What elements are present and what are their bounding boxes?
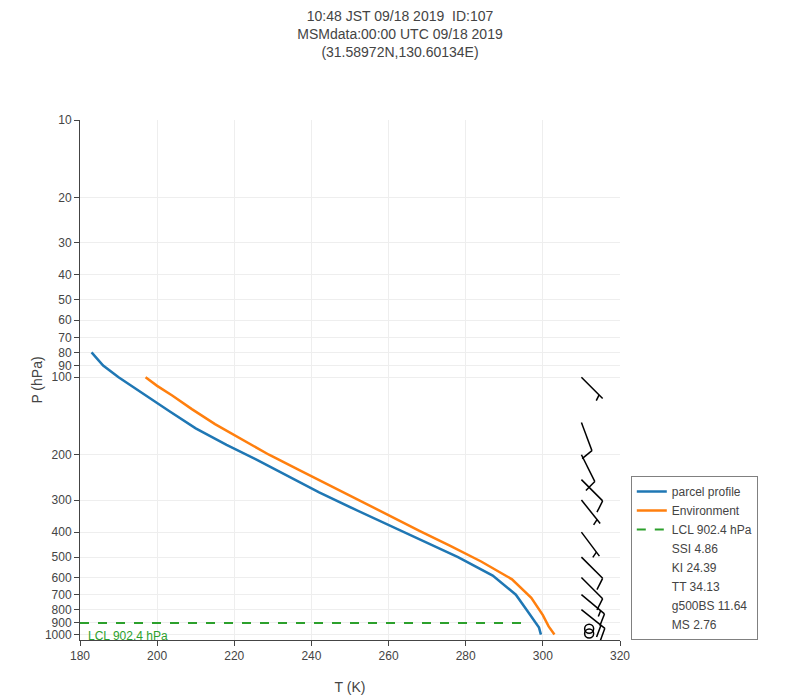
svg-text:700: 700 bbox=[52, 588, 72, 602]
svg-text:TT 34.13: TT 34.13 bbox=[672, 580, 720, 594]
svg-text:260: 260 bbox=[379, 649, 399, 663]
svg-text:800: 800 bbox=[52, 603, 72, 617]
svg-text:80: 80 bbox=[58, 346, 72, 360]
svg-text:500: 500 bbox=[52, 550, 72, 564]
svg-text:90: 90 bbox=[58, 359, 72, 373]
svg-text:300: 300 bbox=[533, 649, 553, 663]
svg-text:600: 600 bbox=[52, 571, 72, 585]
svg-text:900: 900 bbox=[52, 616, 72, 630]
svg-text:50: 50 bbox=[58, 293, 72, 307]
svg-text:LCL 902.4 hPa: LCL 902.4 hPa bbox=[88, 629, 168, 643]
svg-text:P (hPa): P (hPa) bbox=[29, 356, 45, 403]
svg-text:Environment: Environment bbox=[672, 504, 740, 518]
svg-text:200: 200 bbox=[147, 649, 167, 663]
svg-text:MS 2.76: MS 2.76 bbox=[672, 618, 717, 632]
svg-text:30: 30 bbox=[58, 236, 72, 250]
svg-text:280: 280 bbox=[456, 649, 476, 663]
svg-text:60: 60 bbox=[58, 313, 72, 327]
svg-text:70: 70 bbox=[58, 331, 72, 345]
svg-text:10:48 JST 09/18 2019 ID:107MS: 10:48 JST 09/18 2019 ID:107MSMdata:00:00… bbox=[297, 8, 503, 60]
svg-text:parcel profile: parcel profile bbox=[672, 485, 741, 499]
svg-text:20: 20 bbox=[58, 191, 72, 205]
svg-text:40: 40 bbox=[58, 268, 72, 282]
svg-text:KI 24.39: KI 24.39 bbox=[672, 561, 717, 575]
svg-text:T (K): T (K) bbox=[335, 679, 366, 695]
svg-text:300: 300 bbox=[52, 493, 72, 507]
svg-text:220: 220 bbox=[224, 649, 244, 663]
svg-text:100: 100 bbox=[52, 370, 72, 384]
svg-text:320: 320 bbox=[610, 649, 630, 663]
svg-text:240: 240 bbox=[301, 649, 321, 663]
svg-text:10: 10 bbox=[58, 113, 72, 127]
svg-text:400: 400 bbox=[52, 525, 72, 539]
svg-text:LCL 902.4 hPa: LCL 902.4 hPa bbox=[672, 523, 752, 537]
svg-text:180: 180 bbox=[70, 649, 90, 663]
svg-text:SSI 4.86: SSI 4.86 bbox=[672, 542, 718, 556]
svg-text:g500BS 11.64: g500BS 11.64 bbox=[672, 599, 748, 613]
svg-text:200: 200 bbox=[52, 448, 72, 462]
svg-text:1000: 1000 bbox=[45, 628, 72, 642]
